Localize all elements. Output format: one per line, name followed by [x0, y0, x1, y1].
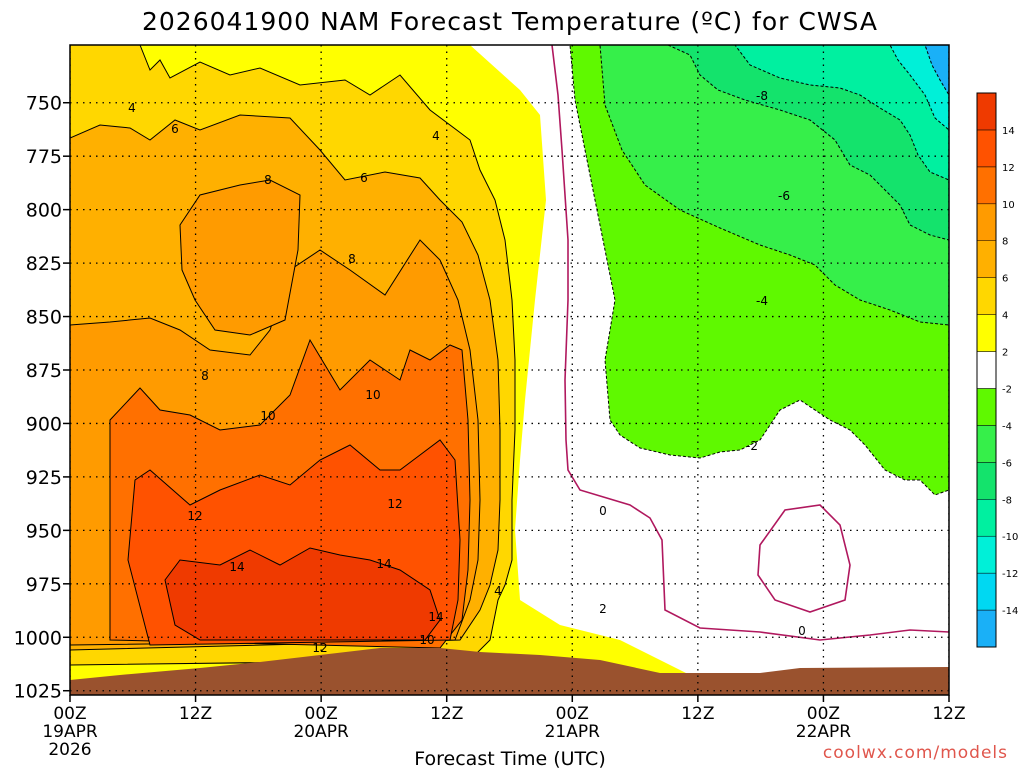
colorbar: 14 12 10 8 6 4 2 -2 -4 -6 -8 -10 -12 -14: [976, 92, 1018, 648]
y-tick-label: 975: [26, 574, 62, 596]
contour-label: 0: [599, 504, 607, 518]
fill-band-m12-m14: [924, 45, 949, 96]
y-tick-label: 850: [26, 307, 62, 329]
colorbar-label: -12: [1002, 569, 1018, 580]
colorbar-swatch: [976, 240, 997, 278]
x-tick-time: 12Z: [179, 704, 212, 724]
contour-label: 4: [128, 101, 136, 115]
colorbar-swatch: [976, 351, 997, 389]
colorbar-swatch: [976, 314, 997, 352]
colorbar-swatch: [976, 609, 997, 648]
y-tick-label: 825: [26, 253, 62, 275]
colorbar-label: -8: [1002, 495, 1012, 506]
x-tick-year: 2026: [48, 740, 91, 760]
contour-label: 14: [428, 610, 443, 624]
colorbar-swatch: [976, 166, 997, 205]
colorbar-label: 2: [1002, 348, 1008, 359]
contour-label: 10: [419, 633, 434, 647]
contour-label: 0: [798, 624, 806, 638]
y-tick-label: 875: [26, 360, 62, 382]
colorbar-swatch: [976, 92, 997, 131]
x-tick-time: 00Z: [53, 704, 86, 724]
x-tick-time: 12Z: [681, 704, 714, 724]
colorbar-swatch: [976, 572, 997, 611]
x-axis-label: Forecast Time (UTC): [414, 748, 605, 768]
colorbar-label: -2: [1002, 384, 1012, 395]
contour-label: 6: [171, 122, 179, 136]
y-tick-label: 1025: [14, 681, 62, 703]
x-tick-time: 12Z: [430, 704, 463, 724]
colorbar-label: -10: [1002, 532, 1018, 543]
fill-band-8-10-upper: [179, 179, 301, 336]
colorbar-label: -6: [1002, 458, 1012, 469]
fill-band-14-16: [164, 547, 441, 641]
contour-label: 8: [348, 252, 356, 266]
zero-isotherm-line: [551, 45, 949, 641]
plot-area: [70, 45, 949, 695]
colorbar-swatch: [976, 499, 997, 537]
x-tick-date: 22APR: [796, 722, 852, 742]
colorbar-label: -14: [1002, 606, 1018, 617]
colorbar-swatch: [976, 129, 997, 168]
y-axis: 750 775 800 825 850 875 900 925 950 975 1000 1025: [14, 93, 70, 703]
terrain-ground: [70, 648, 949, 695]
contour-label: 10: [260, 409, 275, 423]
x-tick-date: 21APR: [545, 722, 601, 742]
x-tick-time: 00Z: [305, 704, 338, 724]
colorbar-label: -4: [1002, 421, 1012, 432]
x-tick-date: 20APR: [293, 722, 349, 742]
contour-label: 12: [387, 497, 402, 511]
colorbar-swatch: [976, 462, 997, 500]
y-tick-label: 775: [26, 146, 62, 168]
contour-label: 6: [360, 171, 368, 185]
colorbar-frame: [976, 92, 997, 648]
x-tick-time: 00Z: [556, 704, 589, 724]
colorbar-swatch: [976, 388, 997, 426]
contour-label: 8: [264, 173, 272, 187]
colorbar-label: 12: [1002, 163, 1015, 174]
x-tick-time: 12Z: [932, 704, 965, 724]
colorbar-swatch: [976, 535, 997, 574]
zero-isotherm-loop: [757, 504, 851, 613]
credit-text[interactable]: coolwx.com/models: [823, 743, 1008, 763]
x-tick-time: 00Z: [807, 704, 840, 724]
contour-label: 14: [376, 557, 391, 571]
chart-title: 2026041900 NAM Forecast Temperature (ºC)…: [142, 7, 878, 36]
y-tick-label: 1000: [14, 627, 62, 649]
contour-label: 12: [312, 641, 327, 655]
contour-label: -4: [756, 294, 768, 308]
contour-label: 2: [599, 602, 607, 616]
fill-band-m8-m10: [734, 45, 949, 181]
contour-label: -2: [746, 439, 758, 453]
y-tick-label: 950: [26, 520, 62, 542]
colorbar-label: 4: [1002, 311, 1008, 322]
colorbar-swatch: [976, 203, 997, 241]
colorbar-label: 6: [1002, 274, 1008, 285]
contour-label: 12: [187, 509, 202, 523]
contour-label: 4: [494, 584, 502, 598]
contour-label: -6: [778, 189, 790, 203]
x-tick-date: 19APR: [42, 722, 98, 742]
y-tick-label: 925: [26, 467, 62, 489]
colorbar-label: 14: [1002, 126, 1015, 137]
contour-label: 10: [365, 388, 380, 402]
colorbar-label: 8: [1002, 237, 1008, 248]
y-tick-label: 750: [26, 93, 62, 115]
y-tick-label: 800: [26, 200, 62, 222]
contour-label: 8: [201, 369, 209, 383]
contour-label: 4: [432, 129, 440, 143]
colorbar-swatch: [976, 425, 997, 463]
contour-labels: 4 6 4 6 8 8 8 10 10 12 12 14 14 14 10 12 4 0 2 0 -2 -4 -6 -8: [128, 89, 806, 655]
colorbar-label: 10: [1002, 200, 1015, 211]
y-tick-label: 900: [26, 413, 62, 435]
colorbar-swatch: [976, 277, 997, 315]
plot-grid: [70, 45, 949, 695]
contour-label: -8: [756, 89, 768, 103]
contour-label: 14: [229, 560, 244, 574]
